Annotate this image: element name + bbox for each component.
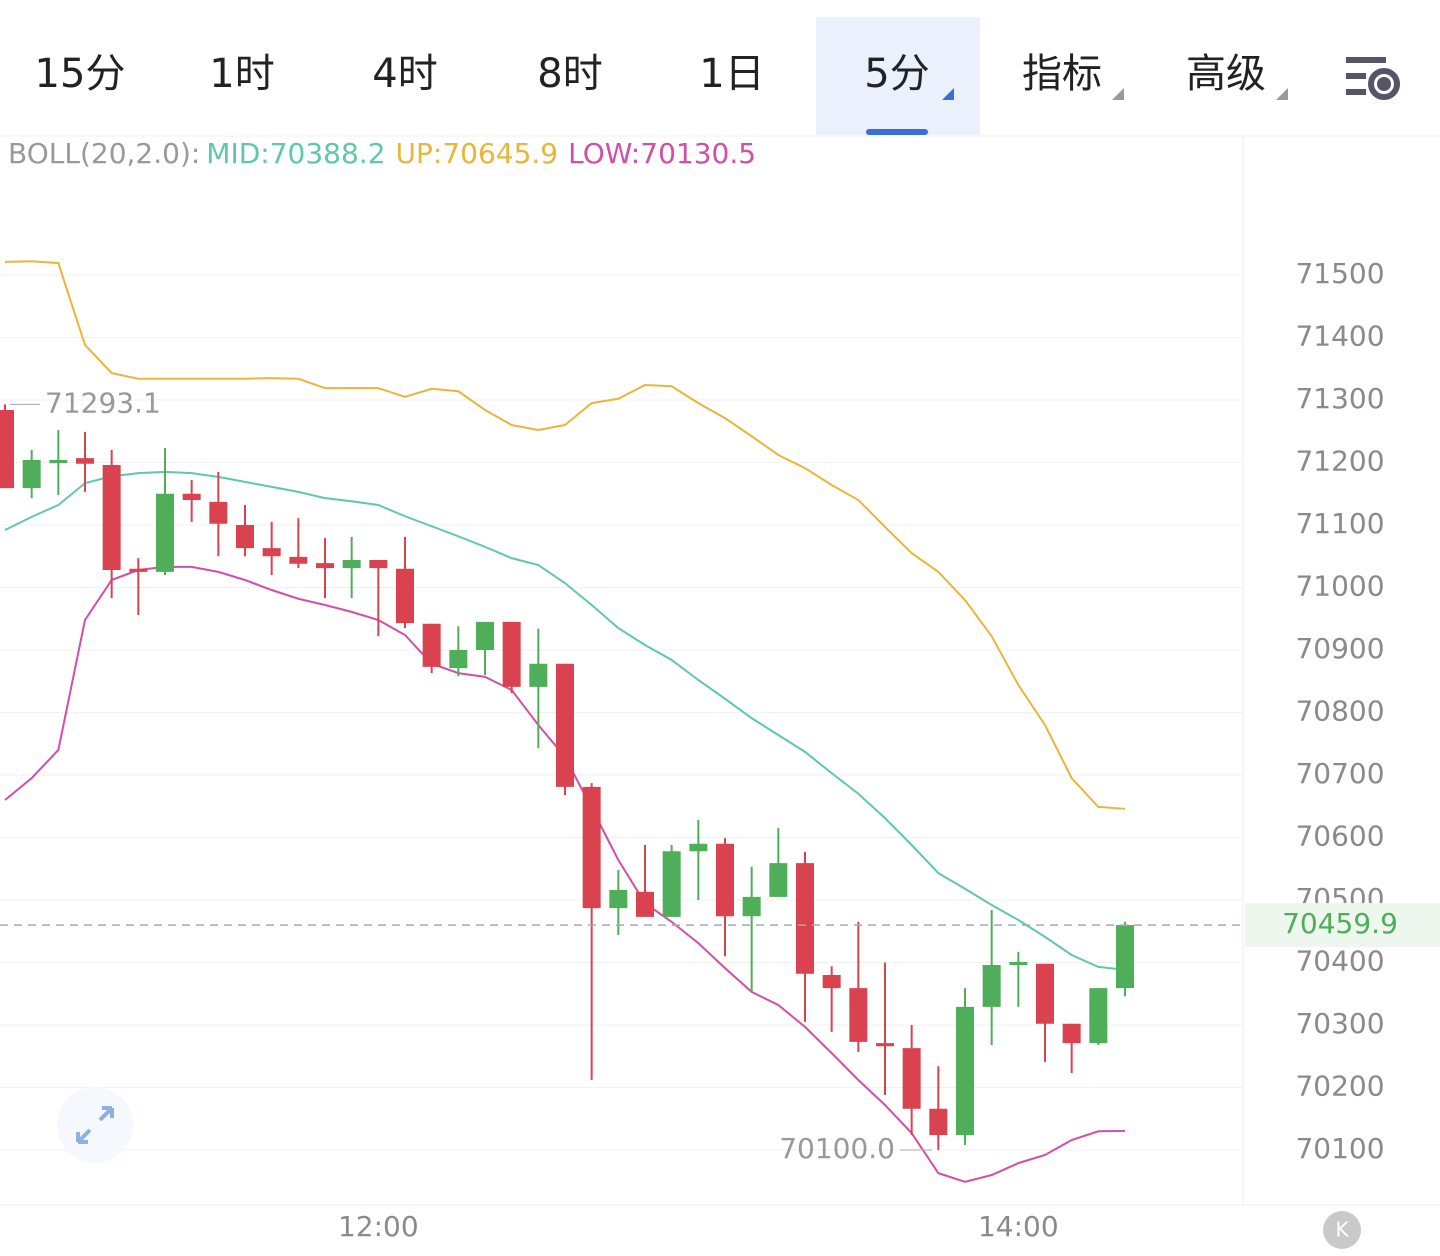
candle-body [716,843,734,917]
y-tick-label: 71500 [1295,257,1384,290]
y-tick-label: 71100 [1295,507,1384,540]
x-tick-label: 12:00 [338,1210,419,1243]
candle-body [342,560,361,569]
candle-body [982,965,1001,1007]
dropdown-arrow [942,88,954,100]
candle-body [422,623,441,667]
candle-body [209,501,228,524]
tab[interactable]: 4时 [372,51,437,97]
candle-body [156,493,174,572]
y-tick-label: 70700 [1295,757,1384,790]
y-tick-label: 70100 [1295,1132,1384,1165]
candle-body [396,568,414,624]
min-label: 70100.0 [779,1132,895,1165]
tab[interactable]: 1时 [209,51,274,97]
dropdown-arrow [1112,88,1124,100]
tab[interactable]: 高级 [1186,51,1266,97]
candle-body [529,663,548,687]
candle-body [849,988,868,1042]
indicator-label: LOW: [568,137,640,170]
candle-body [769,863,788,897]
y-tick-label: 70900 [1295,632,1384,665]
candle-body [662,851,681,917]
indicator-header: BOLL(20,2.0): MID:70388.2 UP:70645.9 LOW:70… [8,137,756,170]
boll-line [4,470,1126,971]
candle-body [556,663,574,787]
dropdown-arrow [1276,88,1288,100]
y-tick-label: 71200 [1295,445,1384,478]
indicator-name: BOLL(20,2.0): [8,137,200,170]
tab[interactable]: 1日 [699,51,764,97]
y-tick-label: 70600 [1295,820,1384,853]
candle-body [262,548,281,557]
candle-body [502,621,521,687]
candle-body [449,650,468,669]
y-tick-label: 70800 [1295,695,1384,728]
tab[interactable]: 15分 [35,51,126,97]
candle-body [902,1048,921,1109]
indicator-value: 70388.2 [270,137,386,170]
active-tab-underline [866,129,928,135]
k-button[interactable] [1323,1211,1361,1249]
tab[interactable]: 5分 [864,51,929,97]
candle-body [1089,988,1108,1044]
y-tick-label: 70400 [1295,945,1384,978]
settings-icon[interactable] [1346,57,1400,100]
y-tick-label: 71400 [1295,320,1384,353]
active-tab-bg [816,17,980,135]
candle-body [742,896,761,917]
candle-body [636,891,654,917]
candle-body [76,458,94,464]
price-label: 70459.9 [1282,907,1398,940]
candle-body [316,563,334,569]
candle-body [22,460,41,489]
tab[interactable]: 8时 [537,51,602,97]
candle-body [236,525,254,549]
y-tick-label: 70300 [1295,1007,1384,1040]
candle-body [929,1108,948,1135]
candle-body [796,863,814,974]
candle-body [0,410,14,489]
y-tick-label: 70200 [1295,1070,1384,1103]
candle-body [182,493,201,500]
candle-body [1116,925,1134,989]
candle-body [822,975,841,989]
x-tick-label: 14:00 [978,1210,1059,1243]
tab[interactable]: 指标 [1022,51,1102,97]
expand-icon [76,1106,114,1144]
candle-body [1009,961,1028,965]
candle-body [476,621,494,650]
candle-body [129,568,148,572]
y-tick-label: 71000 [1295,570,1384,603]
candle-body [1062,1023,1081,1044]
candle-body [609,890,628,909]
candle-body [956,1006,974,1135]
candle-body [582,786,601,909]
price-tag [1245,903,1440,948]
candle-body [876,1043,894,1047]
candle-body [369,560,388,569]
max-label: 71293.1 [45,386,161,419]
indicator-label: MID: [206,137,269,170]
candle-body [1036,963,1054,1024]
expand-button[interactable] [57,1087,133,1163]
candle-body [689,843,708,852]
indicator-value: 70645.9 [442,137,558,170]
y-tick-label: 71300 [1295,382,1384,415]
indicator-value: 70130.5 [640,137,756,170]
k-icon: K [1335,1218,1349,1242]
candle-body [49,460,68,464]
boll-line [4,260,1126,810]
candle-body [289,556,308,564]
candle-body [102,465,121,570]
indicator-label: UP: [396,137,443,170]
